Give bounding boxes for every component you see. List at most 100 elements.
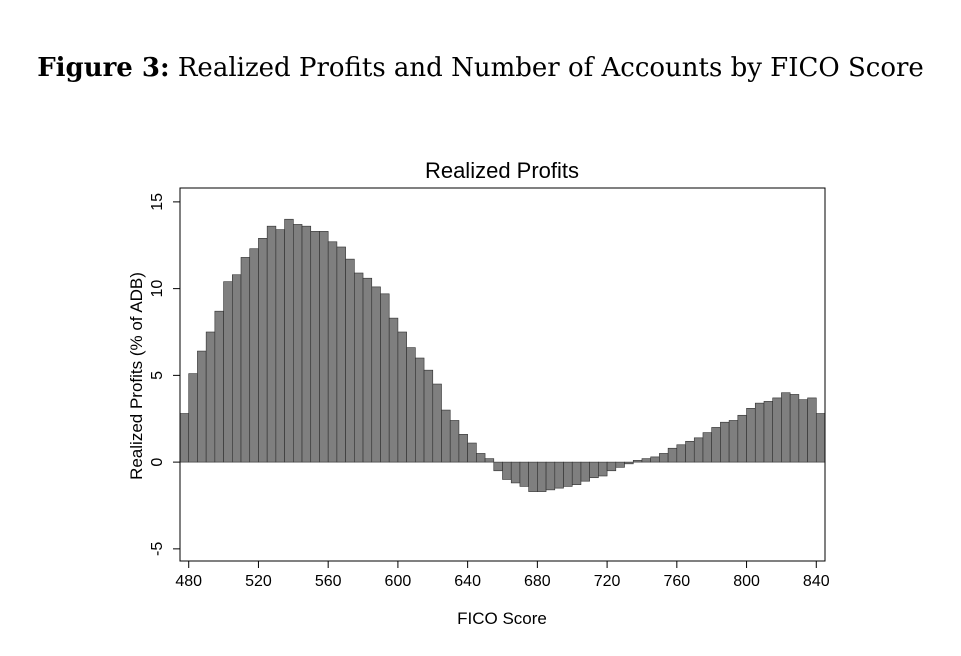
bar — [545, 461, 556, 491]
bar — [702, 432, 712, 463]
bar — [615, 461, 625, 468]
bar — [537, 461, 547, 492]
bar — [772, 397, 782, 463]
bar — [336, 246, 346, 463]
bar — [563, 461, 573, 487]
bar — [641, 458, 651, 463]
bar — [380, 293, 390, 463]
bar — [676, 444, 686, 463]
bar — [667, 447, 678, 463]
y-axis-label: Realized Profits (% of ADB) — [127, 272, 146, 480]
bar — [188, 373, 198, 463]
bar — [624, 461, 634, 465]
y-tick-label: 15 — [149, 193, 166, 211]
y-axis: -5 0 5 10 15 — [149, 193, 180, 556]
bar — [301, 225, 312, 463]
y-tick-label: -5 — [149, 542, 166, 556]
bar — [781, 392, 791, 463]
bar — [415, 357, 425, 463]
bars-group — [179, 218, 826, 492]
y-tick-label: 5 — [149, 371, 166, 380]
bar — [197, 350, 207, 463]
bar — [685, 440, 695, 463]
bar — [362, 277, 373, 463]
bar — [258, 238, 268, 463]
bar — [598, 461, 608, 477]
bar — [737, 414, 747, 463]
x-tick-label: 760 — [663, 573, 690, 590]
bar — [807, 397, 817, 463]
bar — [205, 331, 216, 463]
bar — [798, 399, 808, 463]
bar — [371, 286, 381, 463]
bar — [711, 427, 721, 463]
bar — [179, 413, 190, 463]
bar — [240, 257, 251, 463]
bar — [519, 461, 529, 487]
x-tick-label: 680 — [524, 573, 551, 590]
bar — [345, 258, 355, 463]
bar — [441, 409, 451, 463]
x-tick-label: 560 — [315, 573, 342, 590]
chart-title: Realized Profits — [425, 158, 579, 183]
bar — [746, 408, 756, 463]
bar — [310, 231, 320, 463]
bar — [293, 224, 303, 463]
figure-label: Figure 3: — [37, 53, 170, 83]
bar — [659, 453, 669, 463]
bar — [693, 437, 704, 463]
x-tick-label: 640 — [454, 573, 481, 590]
bar — [754, 402, 765, 463]
bar — [406, 347, 416, 463]
bar — [467, 442, 477, 463]
bar — [763, 401, 774, 463]
bar — [327, 241, 338, 463]
bar — [484, 458, 495, 463]
bar — [650, 456, 660, 463]
bar — [720, 421, 730, 463]
bar — [423, 369, 434, 463]
bar — [275, 229, 285, 463]
y-tick-label: 0 — [149, 458, 166, 467]
bar — [214, 310, 224, 463]
bar — [632, 460, 643, 463]
x-tick-label: 800 — [733, 573, 760, 590]
x-axis: 480 520 560 600 640 680 720 760 800 840 — [175, 561, 830, 590]
figure-caption: Figure 3: Realized Profits and Number of… — [0, 53, 961, 83]
bar — [606, 461, 617, 472]
bar — [571, 461, 582, 485]
bar — [432, 383, 442, 463]
bar — [388, 317, 399, 463]
bar — [266, 225, 277, 463]
figure-caption-text: Realized Profits and Number of Accounts … — [177, 53, 924, 83]
x-tick-label: 520 — [245, 573, 272, 590]
bar — [510, 461, 521, 484]
bar — [789, 394, 800, 463]
x-tick-label: 720 — [594, 573, 621, 590]
bar — [397, 331, 407, 463]
plot-frame — [179, 187, 826, 562]
bar — [589, 461, 599, 479]
bar — [580, 461, 590, 482]
bar — [728, 420, 739, 463]
bar — [232, 274, 242, 463]
bar — [476, 453, 486, 463]
bar — [493, 461, 503, 472]
bar — [354, 272, 364, 463]
x-tick-label: 600 — [385, 573, 412, 590]
bar — [502, 461, 512, 480]
bar — [284, 218, 294, 463]
bar — [528, 461, 538, 492]
bar — [458, 434, 468, 463]
y-tick-label: 10 — [149, 280, 166, 298]
bar — [249, 248, 259, 463]
x-tick-label: 480 — [175, 573, 202, 590]
bar — [449, 420, 460, 463]
x-tick-label: 840 — [803, 573, 830, 590]
bar — [319, 231, 329, 463]
bar — [815, 413, 826, 463]
bar — [554, 461, 564, 489]
x-axis-label: FICO Score — [457, 609, 547, 628]
bar — [223, 281, 233, 463]
